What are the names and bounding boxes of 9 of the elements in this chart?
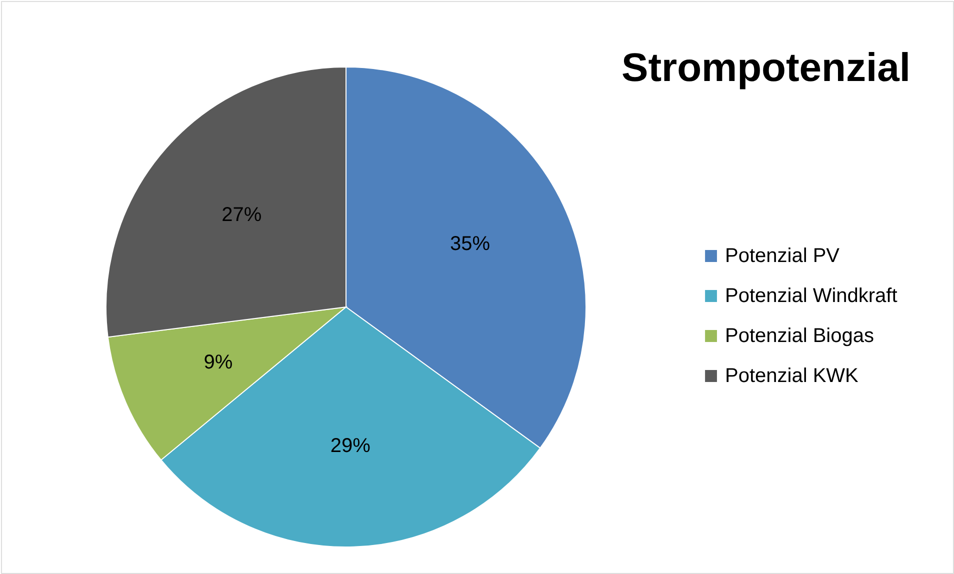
data-label: 35% (450, 232, 490, 255)
chart-title: Strompotenzial (622, 46, 910, 90)
data-label: 27% (222, 204, 262, 226)
legend-label: Potenzial Biogas (725, 325, 874, 347)
data-label: 9% (204, 351, 233, 374)
legend-label: Potenzial KWK (725, 365, 860, 387)
legend-label: Potenzial Windkraft (725, 285, 898, 307)
data-label: 29% (330, 435, 371, 458)
legend-label: Potenzial PV (725, 245, 840, 267)
